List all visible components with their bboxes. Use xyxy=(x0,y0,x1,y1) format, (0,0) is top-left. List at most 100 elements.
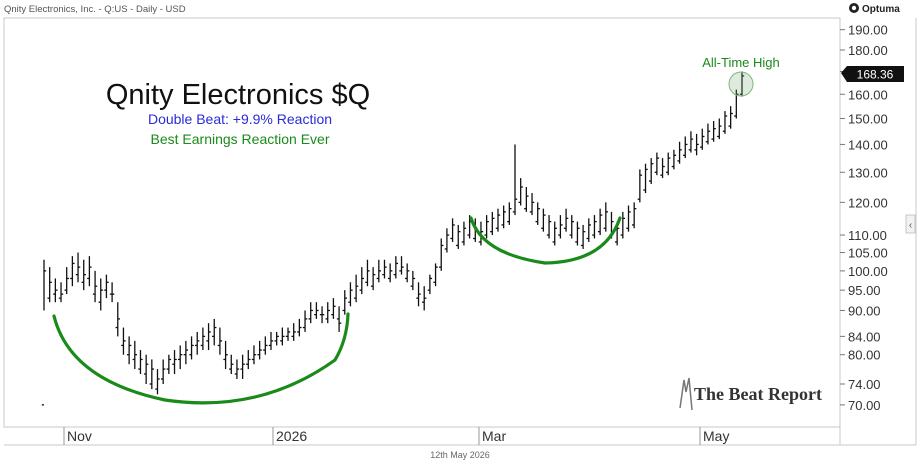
ohlc-bar xyxy=(677,141,682,164)
ohlc-bar xyxy=(739,71,745,97)
y-tick-label: 74.00 xyxy=(848,377,881,392)
ohlc-bar xyxy=(41,259,47,406)
ohlc-bar xyxy=(240,354,245,379)
y-tick-label: 80.00 xyxy=(848,348,881,363)
ohlc-bar xyxy=(348,282,353,307)
ohlc-bar xyxy=(728,106,733,129)
y-tick-label: 84.00 xyxy=(848,329,881,344)
ohlc-bar xyxy=(620,211,626,239)
brand-name: The Beat Report xyxy=(694,384,822,404)
ohlc-bar xyxy=(552,221,557,246)
ohlc-bar xyxy=(217,327,223,355)
ohlc-bar xyxy=(456,224,461,249)
y-tick-label: 110.00 xyxy=(848,228,887,243)
ohlc-bar xyxy=(291,323,296,341)
ohlc-bar xyxy=(47,267,52,303)
ohlc-bar xyxy=(223,340,228,370)
ohlc-bar xyxy=(274,331,279,346)
ohlc-bar xyxy=(319,306,325,324)
x-tick-label: May xyxy=(703,428,729,444)
chart-header-label: Qnity Electronics, Inc. - Q:US - Daily -… xyxy=(4,4,186,15)
ohlc-bar xyxy=(558,215,563,239)
ohlc-bar xyxy=(387,263,393,283)
ohlc-bar xyxy=(98,278,103,311)
ohlc-bar xyxy=(302,310,308,332)
ohlc-bar xyxy=(597,208,603,236)
ohlc-bar xyxy=(251,345,257,365)
ohlc-bar xyxy=(529,193,535,216)
ohlc-bar xyxy=(711,121,716,142)
last-price-label: 168.36 xyxy=(857,68,894,82)
ohlc-bar xyxy=(359,267,364,295)
ohlc-bar xyxy=(229,354,234,374)
y-tick-label: 70.00 xyxy=(848,398,881,413)
y-tick-label: 130.00 xyxy=(848,165,888,180)
ohlc-bar xyxy=(64,267,69,295)
ohlc-bar xyxy=(325,302,330,324)
ohlc-bar xyxy=(285,327,291,341)
ohlc-bar xyxy=(331,298,336,319)
ohlc-bar xyxy=(563,208,569,232)
ohlc-bar xyxy=(393,256,399,279)
ohlc-bar xyxy=(490,211,495,236)
ohlc-bar xyxy=(631,202,637,229)
ohlc-bar xyxy=(717,118,722,140)
optuma-logo: Optuma xyxy=(849,3,900,15)
ohlc-bar xyxy=(416,282,421,307)
ohlc-bar xyxy=(155,369,160,395)
ohlc-bar xyxy=(376,259,382,283)
y-tick-label: 95.00 xyxy=(848,283,881,298)
ohlc-bar xyxy=(206,323,211,351)
ohlc-bar xyxy=(87,256,92,287)
ohlc-bar xyxy=(121,327,126,355)
ohlc-bar xyxy=(115,302,120,337)
y-tick-label: 160.00 xyxy=(848,87,888,102)
ohlc-bar xyxy=(444,228,450,253)
beat-report-logo: The Beat Report xyxy=(679,377,822,411)
plot-area xyxy=(3,17,841,428)
ohlc-bar xyxy=(603,202,609,232)
ohlc-bar xyxy=(575,221,580,246)
optuma-logo-text: Optuma xyxy=(862,4,900,15)
annotation-all-time-high: All-Time High xyxy=(702,55,780,70)
ohlc-bar xyxy=(297,318,302,337)
ohlc-bar xyxy=(501,205,506,229)
ohlc-bar xyxy=(535,202,540,225)
y-axis: 190.00180.00170.00160.00150.00140.00130.… xyxy=(840,23,888,413)
ohlc-bar xyxy=(53,278,58,303)
ohlc-bar xyxy=(700,128,705,150)
ohlc-bar xyxy=(637,169,643,203)
ohlc-bar xyxy=(671,149,677,170)
ohlc-bar xyxy=(512,144,518,216)
ohlc-bar xyxy=(643,163,648,194)
ohlc-bar xyxy=(132,340,137,370)
ohlc-bar xyxy=(109,282,115,303)
y-tick-label: 90.00 xyxy=(848,303,881,318)
ohlc-bar xyxy=(314,302,319,319)
x-tick-label: 2026 xyxy=(276,428,307,444)
ohlc-bar xyxy=(280,327,285,346)
panel-collapse-handle[interactable]: ‹ xyxy=(905,214,916,234)
y-tick-label: 120.00 xyxy=(848,195,888,210)
beat-report-logo-mark xyxy=(679,377,693,411)
x-axis: Nov 2026 Mar May xyxy=(63,427,729,445)
ohlc-bar xyxy=(688,131,694,153)
ohlc-bar xyxy=(365,259,370,287)
ohlc-bar xyxy=(160,359,166,385)
x-tick-label: Mar xyxy=(482,428,506,444)
ohlc-bar xyxy=(461,221,467,246)
ohlc-bar xyxy=(705,123,711,145)
ohlc-bar xyxy=(70,256,75,287)
ohlc-bar xyxy=(592,215,597,239)
ohlc-bar xyxy=(104,274,109,299)
annotation-double-beat: Double Beat: +9.9% Reaction xyxy=(148,111,332,127)
ohlc-bar xyxy=(138,350,143,374)
ohlc-bar xyxy=(92,270,98,303)
ohlc-bar xyxy=(433,263,438,287)
ohlc-bar xyxy=(569,215,574,239)
ohlc-bar xyxy=(195,331,200,355)
last-price-marker: 168.36 xyxy=(841,66,904,82)
ohlc-bar xyxy=(149,359,155,390)
ohlc-bar xyxy=(495,208,501,232)
ohlc-bar xyxy=(263,336,268,355)
